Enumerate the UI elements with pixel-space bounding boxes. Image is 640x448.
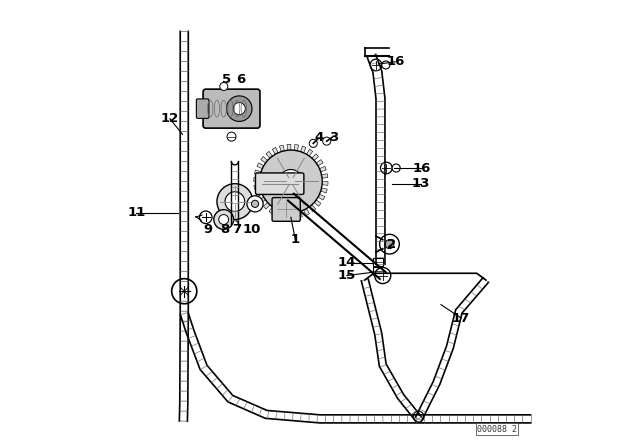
Circle shape: [413, 411, 424, 422]
Polygon shape: [291, 213, 295, 219]
Circle shape: [392, 164, 400, 172]
FancyBboxPatch shape: [373, 267, 383, 275]
Circle shape: [219, 215, 228, 224]
Text: 000088 2: 000088 2: [477, 425, 517, 434]
Polygon shape: [266, 151, 273, 158]
Circle shape: [382, 61, 390, 69]
FancyBboxPatch shape: [255, 173, 304, 194]
Polygon shape: [309, 205, 316, 211]
Text: 15: 15: [338, 269, 356, 282]
Text: 1: 1: [291, 233, 300, 246]
Polygon shape: [298, 211, 302, 218]
Circle shape: [260, 150, 323, 213]
Polygon shape: [321, 174, 328, 178]
Polygon shape: [255, 191, 262, 197]
Polygon shape: [254, 185, 260, 189]
Polygon shape: [312, 154, 319, 160]
FancyBboxPatch shape: [203, 89, 260, 128]
Polygon shape: [294, 144, 299, 151]
Polygon shape: [314, 200, 321, 207]
Text: 3: 3: [329, 131, 338, 145]
Circle shape: [214, 210, 234, 229]
Circle shape: [247, 196, 263, 212]
Polygon shape: [253, 177, 260, 181]
Polygon shape: [280, 145, 284, 151]
FancyBboxPatch shape: [373, 258, 383, 266]
Circle shape: [323, 137, 331, 145]
Polygon shape: [307, 149, 313, 156]
Polygon shape: [303, 209, 310, 215]
Polygon shape: [276, 210, 281, 217]
Circle shape: [200, 211, 212, 224]
Polygon shape: [301, 146, 306, 153]
Polygon shape: [263, 202, 270, 209]
Text: 10: 10: [243, 223, 261, 237]
Polygon shape: [272, 147, 278, 154]
Polygon shape: [257, 163, 264, 169]
Polygon shape: [321, 188, 327, 193]
Polygon shape: [283, 212, 287, 219]
Circle shape: [233, 103, 245, 115]
Polygon shape: [316, 159, 323, 166]
Circle shape: [225, 192, 244, 211]
Circle shape: [227, 96, 252, 121]
Text: 17: 17: [452, 311, 470, 325]
Circle shape: [172, 279, 197, 304]
Text: 11: 11: [127, 206, 145, 220]
Polygon shape: [318, 194, 325, 200]
FancyBboxPatch shape: [272, 198, 300, 221]
Text: 9: 9: [204, 223, 212, 237]
Circle shape: [279, 169, 303, 194]
Circle shape: [252, 200, 259, 207]
Text: 2: 2: [387, 237, 396, 251]
Polygon shape: [260, 156, 268, 163]
Text: 12: 12: [161, 112, 179, 125]
Text: 16: 16: [413, 161, 431, 175]
Text: 8: 8: [220, 223, 229, 237]
Text: 7: 7: [232, 223, 241, 237]
Circle shape: [370, 59, 382, 71]
Polygon shape: [319, 166, 326, 172]
Text: 6: 6: [236, 73, 245, 86]
Text: 5: 5: [222, 73, 232, 86]
Circle shape: [309, 139, 317, 147]
Text: 14: 14: [338, 256, 356, 270]
Polygon shape: [322, 181, 328, 185]
Circle shape: [220, 82, 228, 90]
Circle shape: [380, 234, 399, 254]
Circle shape: [385, 240, 394, 249]
FancyBboxPatch shape: [196, 99, 209, 118]
Polygon shape: [259, 197, 266, 203]
Circle shape: [217, 184, 253, 220]
Text: 13: 13: [412, 177, 430, 190]
Text: 16: 16: [386, 55, 404, 69]
Text: 4: 4: [314, 131, 324, 145]
Polygon shape: [287, 144, 291, 150]
Circle shape: [374, 267, 391, 284]
Circle shape: [380, 162, 392, 174]
Polygon shape: [269, 207, 275, 214]
Circle shape: [227, 132, 236, 141]
Polygon shape: [255, 170, 261, 175]
